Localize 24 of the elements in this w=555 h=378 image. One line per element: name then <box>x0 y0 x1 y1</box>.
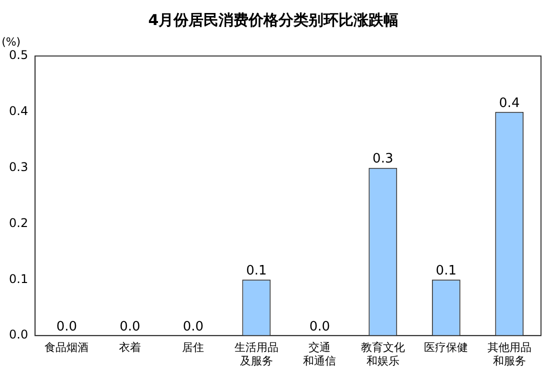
x-tick-label: 居住 <box>182 341 204 354</box>
data-label: 0.0 <box>56 319 78 334</box>
y-tick-label: 0.4 <box>8 104 28 118</box>
y-tick-label: 0.5 <box>8 48 28 62</box>
y-tick-label: 0.0 <box>8 328 28 342</box>
x-tick-label: 食品烟酒 <box>44 341 89 354</box>
y-tick-label: 0.3 <box>8 160 28 174</box>
x-tick-label: 医疗保健 <box>424 341 468 354</box>
data-label: 0.0 <box>182 319 204 334</box>
x-tick-label: 交通和通信 <box>303 341 336 368</box>
x-tick-label: 其他用品和服务 <box>487 341 532 368</box>
data-label: 0.3 <box>372 152 394 167</box>
x-tick-label: 生活用品及服务 <box>234 341 278 368</box>
data-label: 0.1 <box>246 264 267 279</box>
y-axis-title: (%) <box>2 35 21 48</box>
chart-title: 4月份居民消费价格分类别环比涨跌幅 <box>148 10 399 29</box>
data-label: 0.0 <box>309 319 330 334</box>
y-tick-label: 0.2 <box>8 216 28 230</box>
x-tick-label: 衣着 <box>118 341 141 354</box>
y-tick-label: 0.1 <box>8 272 28 286</box>
data-label: 0.0 <box>120 319 140 334</box>
x-tick-label: 教育文化和娱乐 <box>360 341 405 368</box>
data-label: 0.4 <box>499 96 520 111</box>
data-label: 0.1 <box>436 264 456 279</box>
